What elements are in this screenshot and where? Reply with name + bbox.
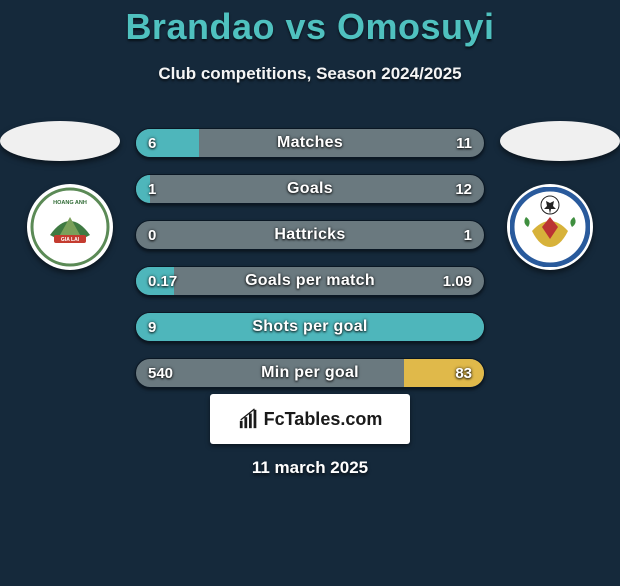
svg-text:HOANG ANH: HOANG ANH [53, 200, 87, 206]
stat-label: Matches [136, 129, 484, 157]
branding-badge: FcTables.com [210, 394, 410, 444]
svg-text:GIA LAI: GIA LAI [61, 237, 80, 243]
fctables-logo-icon [238, 408, 260, 430]
club-crest-left-icon: GIA LAI HOANG ANH [30, 187, 110, 267]
stats-container: 611Matches 112Goals 01Hattricks 0.171.09Goa… [135, 128, 485, 404]
club-badge-right [507, 184, 593, 270]
player-photo-right [500, 121, 620, 161]
stat-label: Goals per match [136, 267, 484, 295]
club-badge-left: GIA LAI HOANG ANH [27, 184, 113, 270]
stat-row: 0.171.09Goals per match [135, 266, 485, 296]
stat-label: Shots per goal [136, 313, 484, 341]
stat-row: 9Shots per goal [135, 312, 485, 342]
date-line: 11 march 2025 [0, 458, 620, 478]
club-crest-right-icon [510, 187, 590, 267]
stat-label: Min per goal [136, 359, 484, 387]
stat-row: 01Hattricks [135, 220, 485, 250]
branding-text: FcTables.com [264, 409, 383, 430]
stat-label: Hattricks [136, 221, 484, 249]
stat-row: 112Goals [135, 174, 485, 204]
page-title: Brandao vs Omosuyi [0, 6, 620, 48]
subtitle: Club competitions, Season 2024/2025 [0, 64, 620, 84]
stat-label: Goals [136, 175, 484, 203]
stat-row: 54083Min per goal [135, 358, 485, 388]
player-photo-left [0, 121, 120, 161]
stat-row: 611Matches [135, 128, 485, 158]
